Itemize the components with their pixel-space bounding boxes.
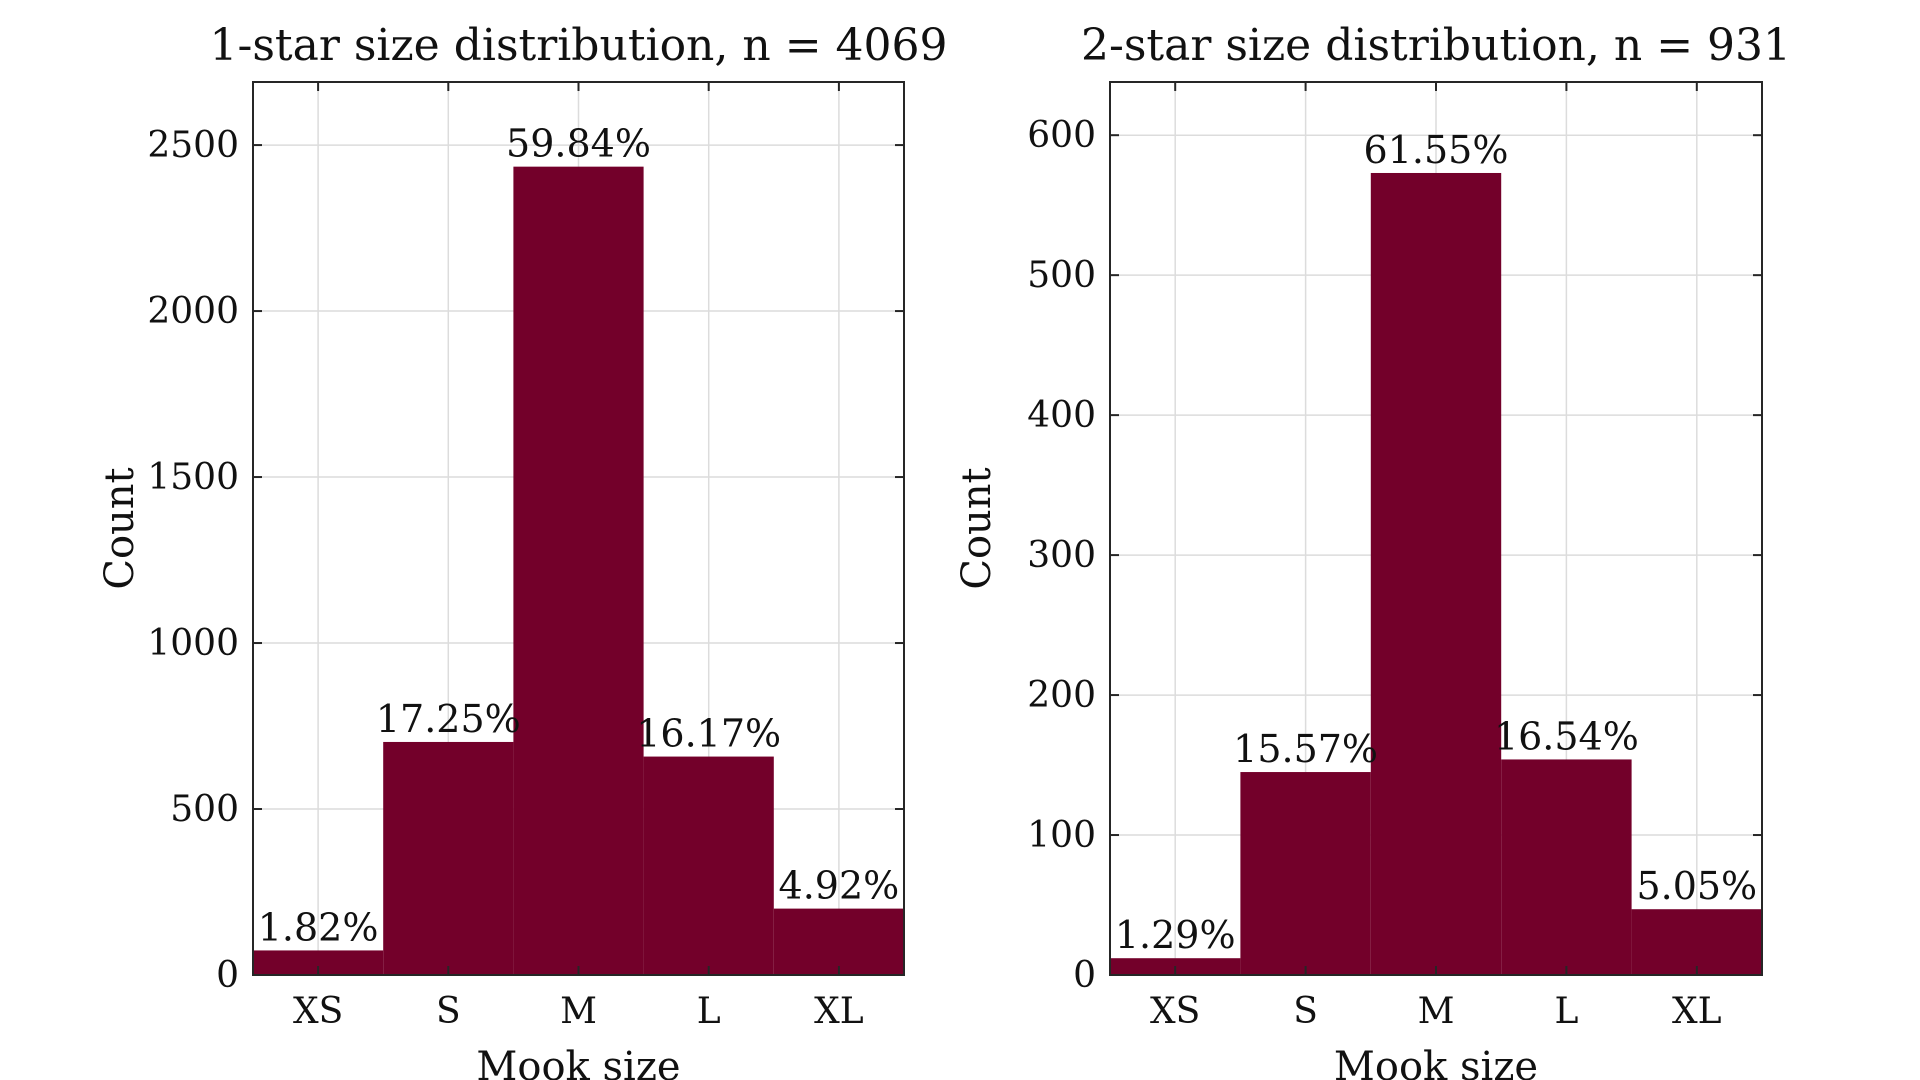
data-label: 16.54% (1494, 714, 1639, 758)
data-label: 17.25% (376, 697, 521, 741)
y-tick-label: 200 (1027, 675, 1096, 716)
data-label: 4.92% (779, 864, 900, 908)
x-tick-label: M (560, 991, 597, 1032)
data-label: 1.29% (1115, 913, 1236, 957)
y-tick-label: 0 (216, 955, 239, 996)
y-tick-label: 100 (1027, 815, 1096, 856)
y-tick-label: 300 (1027, 535, 1096, 576)
bar-l (643, 756, 774, 975)
y-tick-label: 600 (1027, 115, 1096, 156)
bar-l (1501, 759, 1632, 975)
data-label: 16.17% (636, 712, 781, 756)
data-label: 61.55% (1364, 128, 1509, 172)
y-axis-label: Count (954, 467, 1000, 589)
x-axis-label: Mook size (1334, 1044, 1538, 1080)
x-tick-label: S (1293, 991, 1318, 1032)
x-tick-label: XS (293, 991, 343, 1032)
bar-s (1240, 772, 1371, 975)
y-tick-label: 1000 (147, 623, 239, 664)
y-tick-label: 2000 (147, 291, 239, 332)
bar-m (513, 166, 644, 976)
bar-s (383, 741, 514, 975)
y-tick-label: 500 (1027, 255, 1096, 296)
data-label: 15.57% (1233, 727, 1378, 771)
y-axis-label: Count (97, 467, 143, 589)
chart-title: 1-star size distribution, n = 4069 (209, 20, 947, 71)
x-tick-label: XS (1150, 991, 1200, 1032)
x-tick-label: L (697, 991, 721, 1032)
chart-panel-2-star: 1.29% 15.57% 61.55% 16.54% 5.05% 0 100 200 300 40… (954, 20, 1791, 1080)
y-tick-label: 2500 (147, 125, 239, 166)
data-label: 5.05% (1636, 864, 1757, 908)
bar-xl (773, 908, 904, 975)
x-tick-label: S (436, 991, 461, 1032)
x-tick-label: XL (814, 991, 864, 1032)
chart-panel-1-star: 1.82% 17.25% 59.84% 16.17% 4.92% 0 500 1000 1500… (97, 20, 948, 1080)
x-tick-label: L (1554, 991, 1578, 1032)
x-axis-label: Mook size (476, 1044, 680, 1080)
y-tick-label: 500 (170, 789, 239, 830)
x-tick-label: XL (1672, 991, 1722, 1032)
bar-xl (1631, 909, 1762, 975)
bars (253, 166, 904, 976)
y-tick-label: 400 (1027, 395, 1096, 436)
bar-m (1370, 172, 1502, 976)
y-tick-label: 0 (1073, 955, 1096, 996)
data-label: 59.84% (506, 122, 651, 166)
bars (1110, 172, 1762, 976)
data-label: 1.82% (258, 905, 379, 949)
y-tick-label: 1500 (147, 457, 239, 498)
chart-title: 2-star size distribution, n = 931 (1081, 20, 1791, 71)
x-tick-label: M (1418, 991, 1455, 1032)
